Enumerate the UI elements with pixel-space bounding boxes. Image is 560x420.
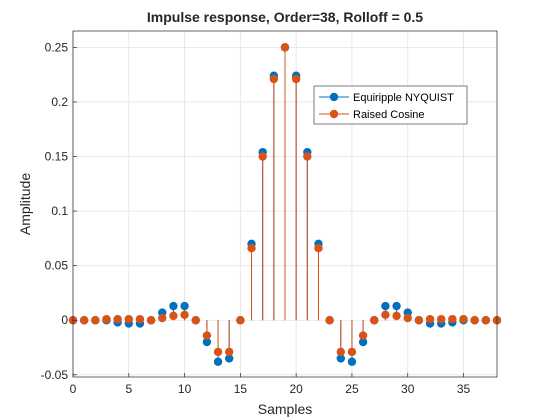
chart-title: Impulse response, Order=38, Rolloff = 0.… <box>147 9 423 25</box>
markers <box>68 43 502 366</box>
y-tick-label: 0.25 <box>45 40 69 54</box>
marker-raised-cosine <box>336 347 345 357</box>
marker-raised-cosine <box>381 310 390 319</box>
marker-equiripple-nyquist <box>347 357 357 366</box>
marker-raised-cosine <box>448 314 457 324</box>
x-tick-label: 30 <box>401 382 415 396</box>
x-tick-label: 35 <box>457 382 471 396</box>
marker-raised-cosine <box>79 316 89 325</box>
marker-raised-cosine <box>392 311 401 321</box>
marker-raised-cosine <box>370 316 379 325</box>
marker-raised-cosine <box>481 316 491 325</box>
marker-equiripple-nyquist <box>213 357 223 366</box>
marker-equiripple-nyquist <box>392 301 401 311</box>
marker-raised-cosine <box>414 316 424 325</box>
x-tick-label: 25 <box>345 382 359 396</box>
y-axis-label: Amplitude <box>17 173 33 235</box>
legend-marker-raised-cosine <box>329 109 339 119</box>
marker-raised-cosine <box>146 316 156 325</box>
x-axis-label: Samples <box>258 401 312 417</box>
legend-label-equiripple: Equiripple NYQUIST <box>353 92 454 104</box>
marker-raised-cosine <box>124 314 133 324</box>
y-tick-label: 0.15 <box>45 150 69 164</box>
marker-raised-cosine <box>213 347 223 357</box>
marker-raised-cosine <box>437 314 446 324</box>
marker-raised-cosine <box>425 314 435 324</box>
marker-equiripple-nyquist <box>202 337 212 347</box>
marker-equiripple-nyquist <box>336 354 345 363</box>
x-tick-label: 15 <box>234 382 248 396</box>
marker-raised-cosine <box>314 244 323 253</box>
marker-raised-cosine <box>135 314 145 324</box>
marker-raised-cosine <box>291 74 301 84</box>
marker-raised-cosine <box>113 314 122 324</box>
y-tick-label: 0.1 <box>51 204 68 218</box>
marker-raised-cosine <box>180 310 189 319</box>
marker-raised-cosine <box>202 331 212 340</box>
marker-raised-cosine <box>247 244 256 253</box>
plot-box <box>72 30 498 378</box>
legend-box <box>313 85 468 125</box>
legend-marker-equiripple <box>329 92 339 102</box>
marker-raised-cosine <box>191 316 200 325</box>
marker-equiripple-nyquist <box>180 301 189 311</box>
marker-raised-cosine <box>169 311 178 321</box>
marker-raised-cosine <box>269 74 279 84</box>
marker-raised-cosine <box>459 314 468 324</box>
marker-raised-cosine <box>158 313 167 323</box>
marker-raised-cosine <box>347 347 357 357</box>
legend-label-raised-cosine: Raised Cosine <box>353 109 425 121</box>
marker-raised-cosine <box>303 152 312 161</box>
marker-raised-cosine <box>358 331 368 340</box>
marker-raised-cosine <box>258 152 267 161</box>
marker-raised-cosine <box>280 43 290 52</box>
y-tick-label: 0.2 <box>51 95 68 109</box>
legend: Equiripple NYQUIST Raised Cosine <box>313 85 468 125</box>
marker-raised-cosine <box>91 316 100 325</box>
marker-equiripple-nyquist <box>381 301 390 311</box>
marker-equiripple-nyquist <box>225 354 234 363</box>
y-tick-label: -0.05 <box>41 368 69 382</box>
marker-raised-cosine <box>325 316 334 325</box>
y-tick-label: 0.05 <box>45 259 69 273</box>
marker-raised-cosine <box>225 347 234 357</box>
x-tick-label: 20 <box>289 382 303 396</box>
marker-raised-cosine <box>236 316 245 325</box>
marker-raised-cosine <box>470 316 479 325</box>
marker-raised-cosine <box>102 314 111 324</box>
marker-equiripple-nyquist <box>169 301 178 311</box>
x-tick-label: 0 <box>70 382 77 396</box>
marker-equiripple-nyquist <box>358 337 368 347</box>
x-tick-label: 10 <box>178 382 192 396</box>
y-tick-label: 0 <box>61 313 68 327</box>
marker-raised-cosine <box>403 313 412 323</box>
x-tick-label: 5 <box>125 382 132 396</box>
